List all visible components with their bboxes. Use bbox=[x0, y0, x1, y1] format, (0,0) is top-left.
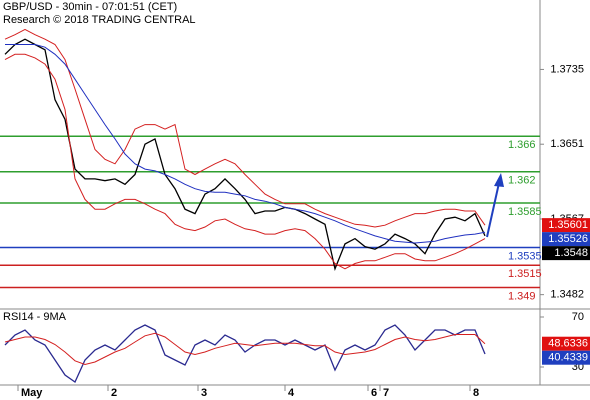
x-tick-label: 7 bbox=[383, 387, 389, 399]
price-tag-label: 1.35601 bbox=[548, 219, 588, 231]
y-tick-label: 70 bbox=[572, 311, 584, 323]
price-tag-label: 40.4339 bbox=[548, 352, 588, 364]
level-label: 1.362 bbox=[508, 175, 536, 187]
level-label: 1.3535 bbox=[508, 250, 542, 262]
x-tick-label: 6 bbox=[371, 387, 377, 399]
price-tag bbox=[542, 232, 590, 247]
price-tag-label: 1.35526 bbox=[548, 233, 588, 245]
series-line bbox=[5, 44, 486, 244]
level-label: 1.3585 bbox=[508, 206, 542, 218]
x-tick-label: 2 bbox=[111, 387, 117, 399]
price-tag bbox=[542, 350, 590, 365]
series-line bbox=[4, 28, 486, 228]
price-tag-label: 48.6336 bbox=[548, 338, 588, 350]
x-tick-label: 4 bbox=[288, 387, 295, 399]
series-line bbox=[4, 53, 486, 270]
level-label: 1.366 bbox=[508, 139, 536, 151]
x-tick-label: 3 bbox=[201, 387, 207, 399]
forecast-arrowhead bbox=[494, 173, 504, 187]
chart-subtitle: Research © 2018 TRADING CENTRAL bbox=[3, 14, 196, 26]
series-line bbox=[4, 332, 486, 366]
y-tick-label: 1.3482 bbox=[550, 289, 584, 301]
x-tick-label: May bbox=[21, 387, 43, 399]
level-label: 1.3515 bbox=[508, 268, 542, 280]
price-tag bbox=[542, 218, 590, 233]
chart-title: GBP/USD - 30min - 07:01:51 (CET) bbox=[3, 1, 177, 13]
x-tick-label: 8 bbox=[473, 387, 479, 399]
y-tick-label: 1.3735 bbox=[550, 63, 584, 75]
y-tick-label: 1.3651 bbox=[550, 138, 584, 150]
plot-area bbox=[0, 28, 540, 383]
title-background bbox=[0, 0, 190, 28]
price-tag bbox=[542, 336, 590, 351]
series-line bbox=[4, 324, 486, 383]
price-tag bbox=[542, 246, 590, 261]
level-label: 1.349 bbox=[508, 290, 536, 302]
rsi-title: RSI14 - 9MA bbox=[3, 311, 67, 323]
price-tag-label: 1.3548 bbox=[554, 247, 588, 259]
forecast-arrow bbox=[486, 182, 500, 238]
series-line bbox=[4, 38, 486, 271]
